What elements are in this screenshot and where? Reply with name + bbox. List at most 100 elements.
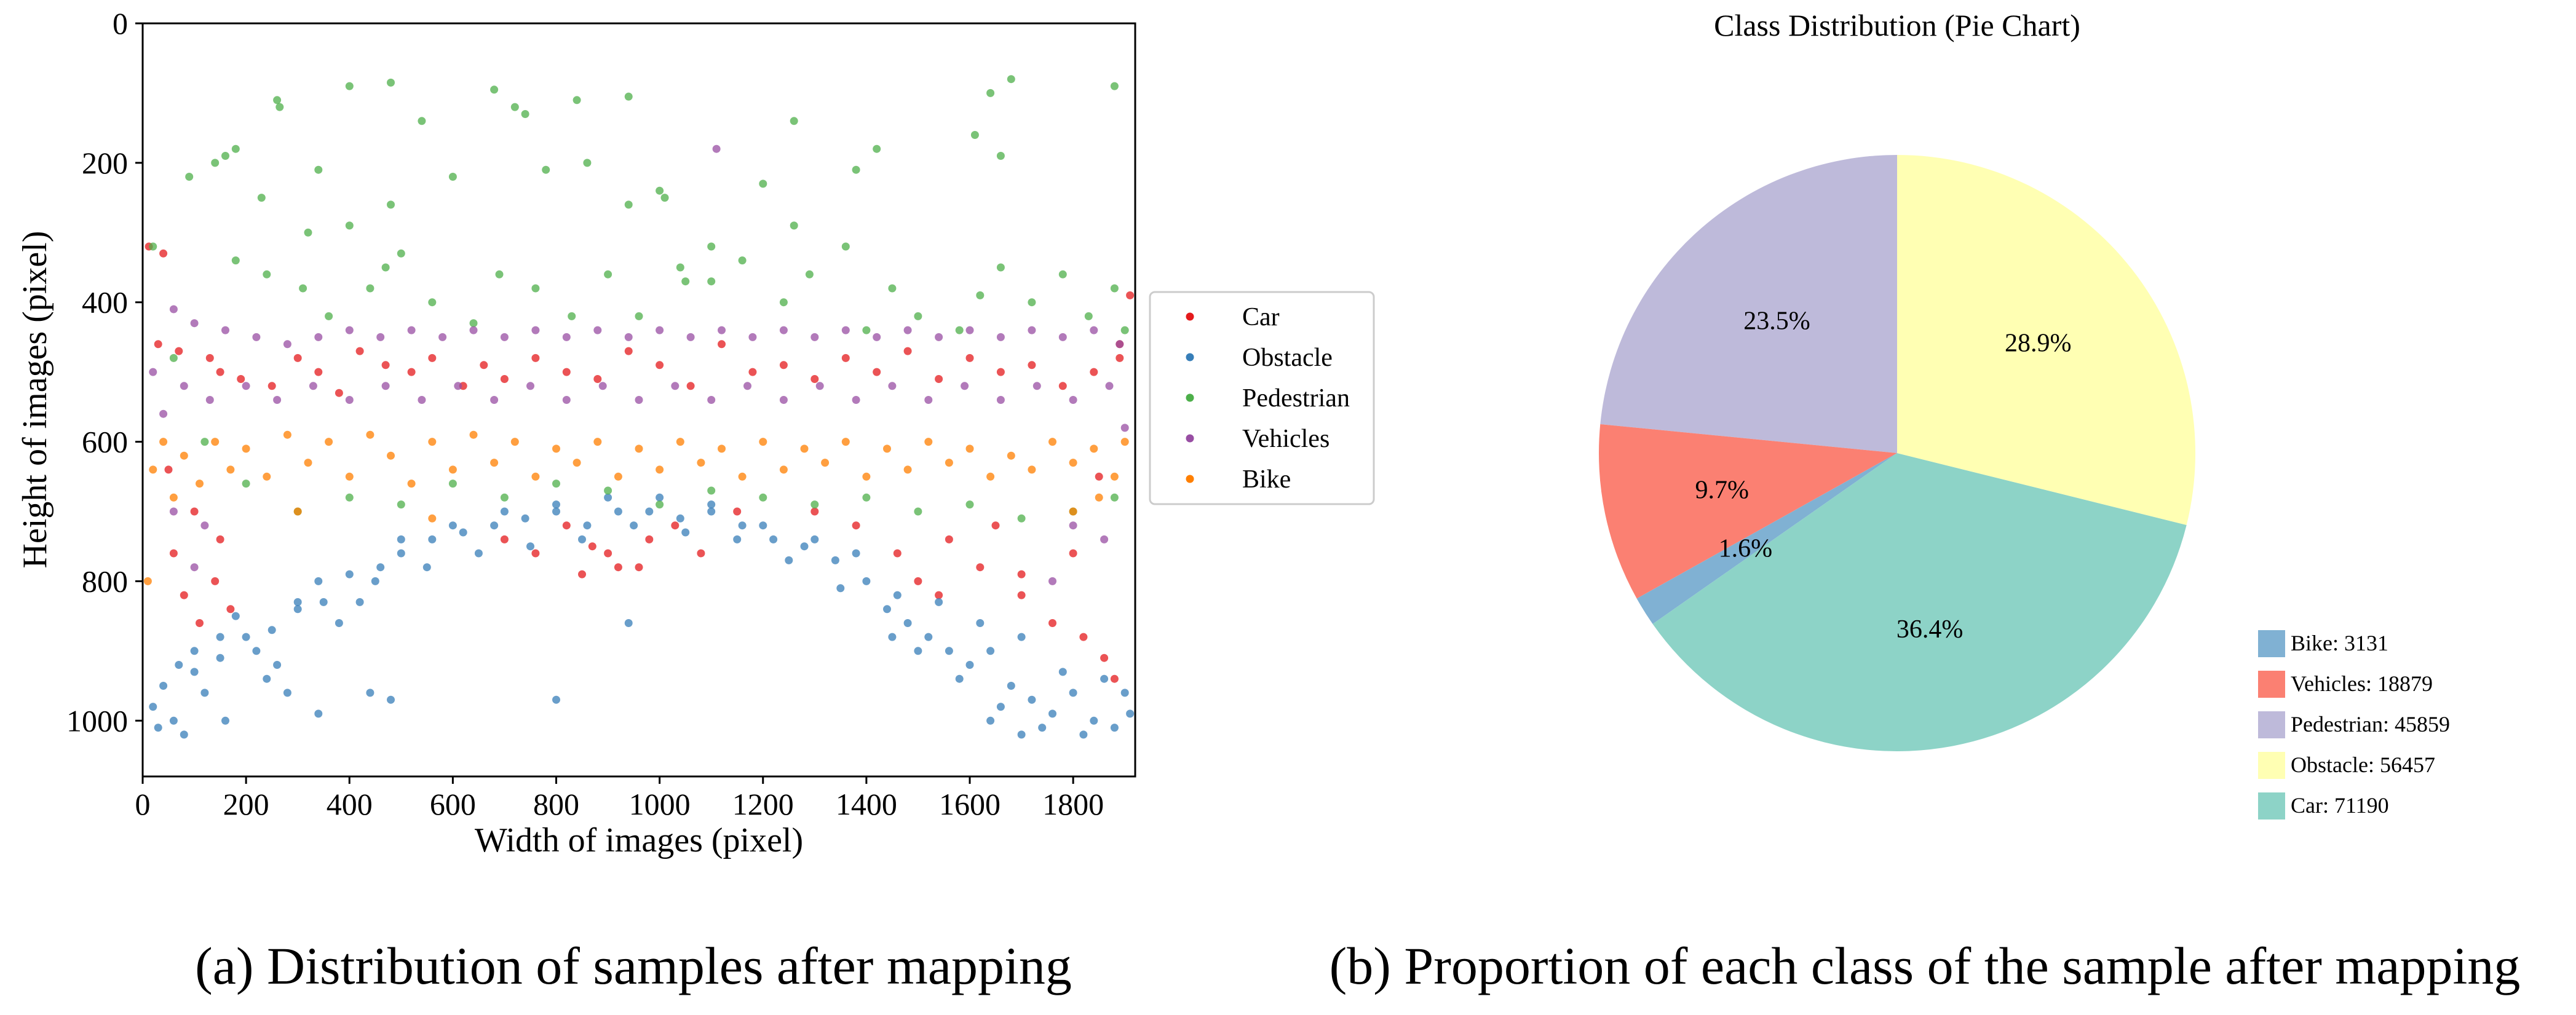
scatter-point-pedestrian (495, 270, 504, 278)
pie-legend-label-bike: Bike: 3131 (2291, 631, 2388, 655)
x-tick-label: 1000 (629, 787, 691, 821)
scatter-point-bike (1048, 438, 1056, 446)
scatter-point-vehicles (490, 396, 499, 404)
legend-label-bike: Bike (1242, 465, 1291, 494)
scatter-point-pedestrian (448, 173, 457, 181)
pie-slices (1598, 154, 2196, 751)
scatter-point-pedestrian (314, 165, 323, 174)
scatter-point-vehicles (779, 396, 788, 404)
pie-legend: Bike: 3131 Vehicles: 18879 Pedestrian: 458… (2258, 630, 2450, 820)
scatter-point-pedestrian (1110, 284, 1119, 293)
scatter-point-bike (697, 459, 705, 467)
scatter-point-bike (490, 459, 499, 467)
scatter-point-pedestrian (790, 117, 798, 125)
scatter-point-bike (366, 430, 375, 439)
scatter-point-pedestrian (1058, 270, 1067, 278)
scatter-point-pedestrian (635, 312, 643, 320)
scatter-point-vehicles (1069, 396, 1077, 404)
scatter-point-car (1126, 291, 1135, 299)
scatter-point-pedestrian (681, 277, 690, 286)
scatter-point-pedestrian (169, 353, 178, 362)
scatter-point-vehicles (180, 382, 188, 390)
scatter-point-obstacle (314, 577, 323, 585)
scatter-point-car (500, 375, 509, 383)
scatter-point-car (593, 375, 602, 383)
scatter-point-car (1017, 591, 1026, 599)
scatter-point-pedestrian (660, 194, 669, 202)
scatter-point-vehicles (221, 326, 229, 334)
scatter-point-pedestrian (986, 89, 995, 97)
scatter-point-vehicles (376, 333, 385, 341)
scatter-point-vehicles (1058, 333, 1067, 341)
scatter-point-car (873, 368, 881, 376)
scatter-point-obstacle (366, 689, 375, 697)
scatter-point-obstacle (169, 716, 178, 725)
x-tick-label: 1600 (939, 787, 1001, 821)
scatter-point-pedestrian (448, 480, 457, 488)
scatter-point-obstacle (645, 507, 654, 516)
scatter-point-obstacle (154, 724, 162, 732)
scatter-point-pedestrian (873, 144, 881, 153)
scatter-point-vehicles (149, 368, 157, 376)
scatter-legend: Car Obstacle Pedestrian Vehicles Bike (1149, 291, 1375, 505)
scatter-point-car (1116, 353, 1124, 362)
scatter-point-obstacle (314, 709, 323, 718)
scatter-point-car (614, 563, 622, 572)
pie-chart: Class Distribution (Pie Chart) 23.5% 9.7%… (1330, 8, 2521, 995)
scatter-point-obstacle (738, 521, 747, 530)
scatter-point-vehicles (454, 382, 462, 390)
pie-percent-pedestrian: 23.5% (1743, 307, 1810, 336)
scatter-point-pedestrian (221, 152, 229, 160)
scatter-point-obstacle (1038, 724, 1047, 732)
scatter-point-vehicles (169, 305, 178, 314)
pie-percent-obstacle: 28.9% (2005, 330, 2072, 358)
scatter-point-vehicles (418, 396, 426, 404)
scatter-point-obstacle (1058, 668, 1067, 676)
scatter-point-car (154, 340, 162, 349)
pie-legend-label-vehicles: Vehicles: 18879 (2291, 671, 2433, 696)
scatter-point-car (1058, 382, 1067, 390)
scatter-point-vehicles (159, 409, 168, 418)
scatter-point-pedestrian (568, 312, 576, 320)
legend-label-vehicles: Vehicles (1242, 425, 1330, 453)
scatter-point-obstacle (448, 521, 457, 530)
scatter-point-obstacle (474, 549, 483, 558)
y-tick-label: 1000 (66, 703, 128, 738)
scatter-point-car (996, 368, 1005, 376)
scatter-point-car (748, 368, 757, 376)
scatter-point-vehicles (500, 333, 509, 341)
legend-label-obstacle: Obstacle (1242, 344, 1333, 372)
scatter-point-car (190, 507, 199, 516)
scatter-point-car (293, 353, 302, 362)
series-car (145, 242, 1135, 683)
scatter-point-car (531, 353, 540, 362)
scatter-point-obstacle (676, 514, 684, 523)
scatter-point-bike (1090, 444, 1098, 453)
scatter-point-bike (196, 480, 204, 488)
scatter-point-car (1017, 570, 1026, 579)
scatter-point-car (1028, 361, 1036, 369)
scatter-point-obstacle (216, 654, 224, 662)
x-tick-label: 0 (135, 787, 151, 821)
pie-legend-swatch-bike (2258, 630, 2285, 657)
scatter-point-bike (1007, 451, 1015, 460)
scatter-point-pedestrian (149, 242, 157, 251)
y-tick-label: 400 (82, 285, 128, 320)
scatter-point-car (355, 347, 364, 355)
scatter-point-bike (1028, 465, 1036, 474)
scatter-point-bike (387, 451, 395, 460)
scatter-point-vehicles (656, 326, 664, 334)
scatter-point-pedestrian (387, 78, 395, 87)
scatter-point-pedestrian (428, 298, 437, 307)
scatter-point-vehicles (1028, 326, 1036, 334)
scatter-point-vehicles (671, 382, 680, 390)
scatter-point-pedestrian (552, 480, 560, 488)
scatter-point-obstacle (893, 591, 902, 599)
scatter-point-car (852, 521, 860, 530)
scatter-point-obstacle (862, 577, 871, 585)
scatter-point-vehicles (635, 396, 643, 404)
scatter-point-pedestrian (273, 96, 282, 105)
scatter-point-bike (263, 472, 271, 481)
scatter-point-car (531, 549, 540, 558)
scatter-point-vehicles (273, 396, 282, 404)
